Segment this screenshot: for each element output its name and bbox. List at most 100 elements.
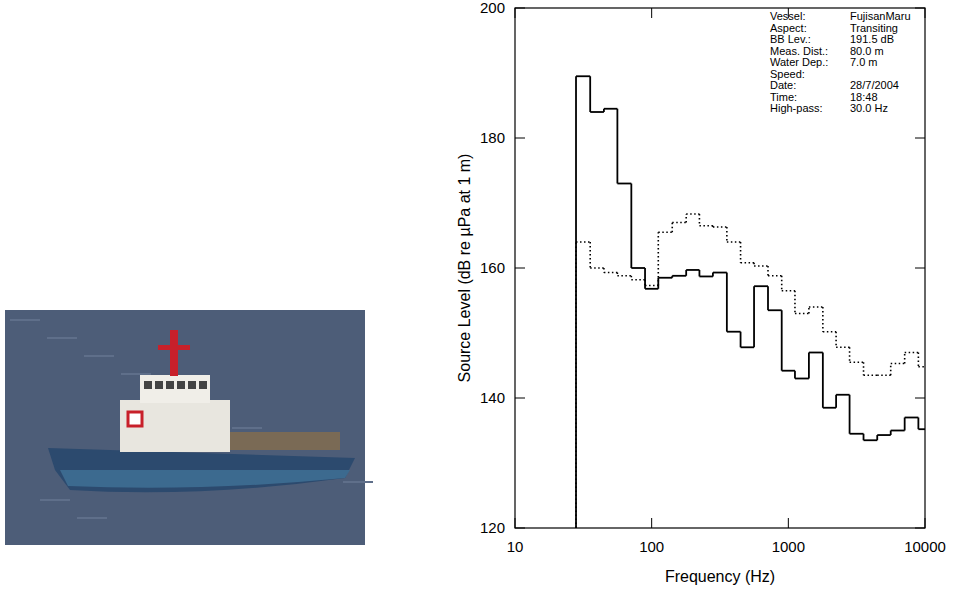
window <box>199 381 207 389</box>
y-tick-right <box>915 138 925 139</box>
step-segment <box>809 306 823 308</box>
step-riser <box>740 242 742 263</box>
step-segment <box>699 276 712 278</box>
mast-arm <box>158 345 190 350</box>
step-segment <box>590 267 604 269</box>
wave <box>10 319 40 321</box>
annotation-value: 18:48 <box>850 91 878 103</box>
step-riser <box>863 362 865 375</box>
step-riser <box>712 226 714 227</box>
step-riser <box>685 214 687 222</box>
step-segment <box>658 231 672 233</box>
wave <box>232 427 262 429</box>
y-tick <box>515 8 525 9</box>
window <box>166 381 174 389</box>
wave <box>77 517 107 519</box>
x-tick <box>788 518 789 528</box>
step-riser <box>712 273 714 277</box>
step-riser <box>767 286 769 310</box>
step-riser <box>630 184 632 269</box>
bridge <box>140 375 210 403</box>
annotation-label: Water Dep.: <box>770 56 828 68</box>
step-riser <box>740 332 742 348</box>
annotation-label: Meas. Dist.: <box>770 45 828 57</box>
step-segment <box>782 290 795 292</box>
step-segment <box>631 267 645 269</box>
step-riser <box>917 418 919 430</box>
annotation-label: Date: <box>770 79 796 91</box>
step-riser <box>644 280 646 286</box>
wave <box>343 481 373 483</box>
step-segment <box>891 430 905 432</box>
step-riser <box>671 223 673 233</box>
step-segment <box>686 269 699 271</box>
y-tick <box>515 528 525 529</box>
step-riser <box>835 395 837 408</box>
step-segment <box>877 434 890 436</box>
step-riser <box>794 291 796 314</box>
step-riser <box>904 353 906 364</box>
window <box>177 381 185 389</box>
step-segment <box>905 417 919 419</box>
step-segment <box>699 225 712 227</box>
step-riser <box>794 371 796 379</box>
step-segment <box>741 262 754 264</box>
step-riser <box>781 310 783 370</box>
annotation-value: FujisanMaru <box>850 10 911 22</box>
x-tick <box>515 518 516 528</box>
water <box>5 310 365 545</box>
step-riser <box>863 434 865 441</box>
annotation-value: 28/7/2004 <box>850 79 899 91</box>
step-riser <box>753 263 755 266</box>
step-riser <box>835 332 837 348</box>
step-segment <box>713 272 727 274</box>
annotation-label: High-pass: <box>770 102 823 114</box>
step-riser <box>904 418 906 431</box>
step-segment <box>658 277 672 279</box>
y-axis-title: Source Level (dB re µPa at 1 m) <box>456 154 473 383</box>
step-riser <box>575 242 577 528</box>
y-tick-label: 140 <box>480 389 505 406</box>
x-tick <box>925 518 926 528</box>
step-riser <box>671 276 673 278</box>
page: 10100100010000120140160180200Frequency (… <box>0 0 956 592</box>
step-segment <box>754 285 768 287</box>
step-riser <box>890 364 892 376</box>
step-segment <box>768 275 782 277</box>
step-riser <box>726 273 728 332</box>
step-riser <box>699 270 701 277</box>
y-tick-label: 160 <box>480 259 505 276</box>
step-segment <box>795 378 809 380</box>
step-segment <box>576 241 590 243</box>
step-riser <box>699 214 701 226</box>
step-segment <box>590 111 604 113</box>
y-tick <box>515 268 525 269</box>
y-tick-right <box>915 398 925 399</box>
step-segment <box>905 352 919 354</box>
step-segment <box>850 361 864 363</box>
step-segment <box>782 370 795 372</box>
wave <box>84 355 114 357</box>
step-riser <box>575 76 577 528</box>
y-tick-label: 180 <box>480 129 505 146</box>
x-tick-label: 10 <box>507 538 524 555</box>
step-segment <box>836 394 849 396</box>
step-segment <box>727 331 741 333</box>
x-axis-title: Frequency (Hz) <box>665 568 775 585</box>
photo <box>5 310 373 545</box>
step-segment <box>864 439 878 441</box>
step-riser <box>849 347 851 362</box>
step-segment <box>617 275 631 277</box>
hull-stripe <box>60 470 350 488</box>
plot-area <box>576 76 925 528</box>
annotation-label: Vessel: <box>770 10 805 22</box>
step-riser <box>603 109 605 112</box>
step-segment <box>727 241 741 243</box>
step-segment <box>877 374 890 376</box>
y-tick-right <box>915 528 925 529</box>
step-riser <box>616 109 618 184</box>
step-riser <box>808 353 810 379</box>
step-segment <box>686 213 699 215</box>
y-tick-label: 200 <box>480 0 505 16</box>
deckhouse <box>120 400 230 452</box>
